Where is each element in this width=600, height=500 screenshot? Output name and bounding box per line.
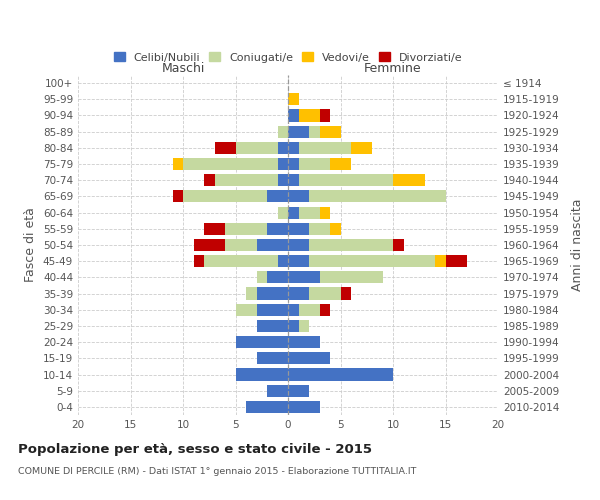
Bar: [288, 93, 299, 106]
Bar: [267, 190, 288, 202]
Bar: [288, 401, 320, 413]
Bar: [288, 190, 309, 202]
Bar: [309, 239, 393, 251]
Bar: [299, 320, 309, 332]
Bar: [215, 174, 277, 186]
Bar: [320, 110, 330, 122]
Bar: [299, 304, 320, 316]
Bar: [225, 239, 257, 251]
Bar: [183, 190, 267, 202]
Bar: [309, 255, 435, 268]
Bar: [204, 222, 225, 235]
Bar: [288, 158, 299, 170]
Bar: [183, 158, 277, 170]
Bar: [277, 126, 288, 138]
Bar: [320, 272, 383, 283]
Bar: [235, 368, 288, 380]
Bar: [257, 288, 288, 300]
Text: Femmine: Femmine: [364, 62, 422, 75]
Bar: [235, 142, 277, 154]
Bar: [288, 288, 309, 300]
Bar: [277, 174, 288, 186]
Bar: [267, 222, 288, 235]
Bar: [288, 174, 299, 186]
Bar: [246, 288, 257, 300]
Bar: [435, 255, 445, 268]
Bar: [257, 272, 267, 283]
Bar: [288, 352, 330, 364]
Bar: [288, 336, 320, 348]
Bar: [351, 142, 372, 154]
Y-axis label: Anni di nascita: Anni di nascita: [571, 198, 584, 291]
Bar: [288, 239, 309, 251]
Bar: [288, 272, 320, 283]
Text: COMUNE DI PERCILE (RM) - Dati ISTAT 1° gennaio 2015 - Elaborazione TUTTITALIA.IT: COMUNE DI PERCILE (RM) - Dati ISTAT 1° g…: [18, 468, 416, 476]
Bar: [173, 190, 183, 202]
Bar: [309, 126, 320, 138]
Bar: [267, 384, 288, 397]
Bar: [193, 255, 204, 268]
Bar: [257, 304, 288, 316]
Bar: [173, 158, 183, 170]
Bar: [235, 304, 257, 316]
Legend: Celibi/Nubili, Coniugati/e, Vedovi/e, Divorziati/e: Celibi/Nubili, Coniugati/e, Vedovi/e, Di…: [113, 52, 463, 62]
Bar: [330, 222, 341, 235]
Bar: [288, 206, 299, 218]
Bar: [288, 368, 393, 380]
Bar: [267, 272, 288, 283]
Bar: [288, 126, 309, 138]
Bar: [225, 222, 267, 235]
Bar: [299, 174, 393, 186]
Bar: [288, 304, 299, 316]
Bar: [288, 110, 299, 122]
Bar: [277, 255, 288, 268]
Bar: [257, 239, 288, 251]
Bar: [193, 239, 225, 251]
Bar: [393, 239, 404, 251]
Bar: [309, 222, 330, 235]
Bar: [341, 288, 351, 300]
Bar: [277, 142, 288, 154]
Bar: [215, 142, 235, 154]
Bar: [288, 222, 309, 235]
Bar: [288, 142, 299, 154]
Text: Maschi: Maschi: [161, 62, 205, 75]
Bar: [309, 190, 445, 202]
Bar: [320, 304, 330, 316]
Bar: [320, 206, 330, 218]
Y-axis label: Fasce di età: Fasce di età: [25, 208, 37, 282]
Bar: [330, 158, 351, 170]
Bar: [288, 320, 299, 332]
Bar: [299, 142, 351, 154]
Bar: [288, 384, 309, 397]
Bar: [246, 401, 288, 413]
Bar: [204, 255, 277, 268]
Bar: [257, 352, 288, 364]
Bar: [288, 255, 309, 268]
Bar: [204, 174, 215, 186]
Bar: [299, 206, 320, 218]
Bar: [299, 110, 320, 122]
Bar: [277, 206, 288, 218]
Bar: [309, 288, 341, 300]
Bar: [445, 255, 467, 268]
Bar: [320, 126, 341, 138]
Bar: [299, 158, 330, 170]
Bar: [257, 320, 288, 332]
Bar: [277, 158, 288, 170]
Bar: [235, 336, 288, 348]
Bar: [393, 174, 425, 186]
Text: Popolazione per età, sesso e stato civile - 2015: Popolazione per età, sesso e stato civil…: [18, 442, 372, 456]
